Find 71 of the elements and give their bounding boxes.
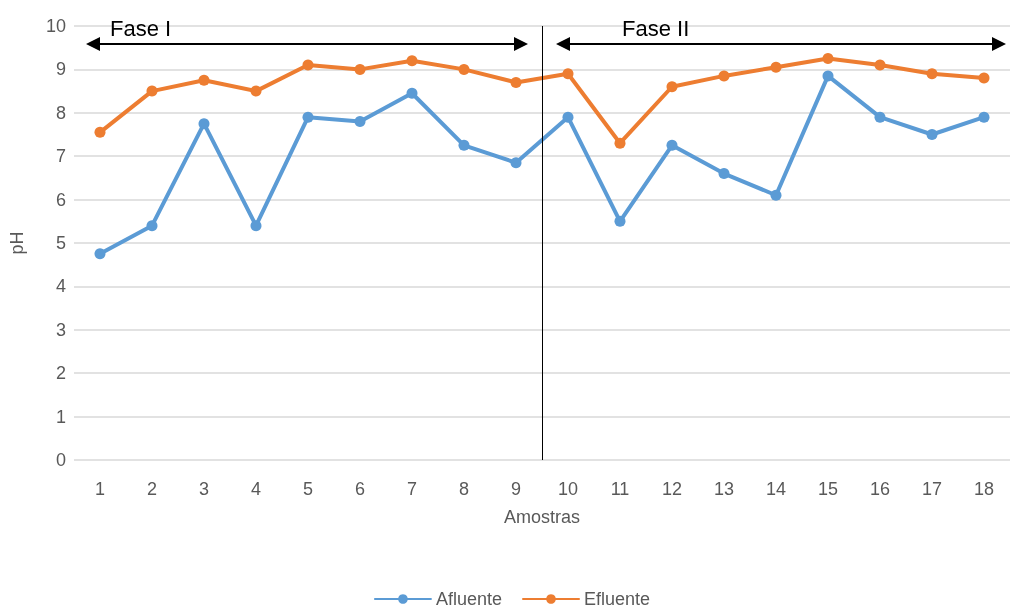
x-tick-label: 7 xyxy=(406,479,418,499)
point xyxy=(354,63,366,75)
point xyxy=(926,68,938,80)
x-tick-label: 15 xyxy=(817,479,839,499)
point xyxy=(978,72,990,84)
x-tick-label: 18 xyxy=(973,479,995,499)
point xyxy=(666,139,678,151)
point xyxy=(458,63,470,75)
y-tick-label: 3 xyxy=(55,319,66,340)
point xyxy=(250,85,262,97)
legend-label: Efluente xyxy=(584,589,651,609)
point xyxy=(94,248,106,260)
x-tick-label: 9 xyxy=(510,479,522,499)
y-tick-label: 1 xyxy=(55,406,66,427)
point xyxy=(822,53,834,65)
point xyxy=(770,189,782,201)
point xyxy=(874,59,886,71)
x-tick-label: 2 xyxy=(146,479,158,499)
x-tick-label: 14 xyxy=(765,479,787,499)
x-tick-label: 16 xyxy=(869,479,891,499)
point xyxy=(146,220,158,232)
y-tick-label: 7 xyxy=(55,146,66,167)
point xyxy=(510,76,522,88)
point xyxy=(770,61,782,73)
y-tick-label: 4 xyxy=(55,276,66,297)
point xyxy=(874,111,886,123)
point xyxy=(562,111,574,123)
point xyxy=(718,70,730,82)
point xyxy=(302,111,314,123)
annotation: Fase II xyxy=(622,16,690,41)
point xyxy=(510,157,522,169)
point xyxy=(406,55,418,67)
point xyxy=(250,220,262,232)
y-tick-label: 2 xyxy=(55,363,66,384)
x-tick-label: 12 xyxy=(661,479,683,499)
y-tick-label: 5 xyxy=(55,233,66,253)
point xyxy=(94,126,106,138)
x-tick-label: 4 xyxy=(250,479,262,499)
annotation: Fase I xyxy=(110,16,172,41)
point xyxy=(302,59,314,71)
point xyxy=(666,81,678,93)
x-tick-label: 13 xyxy=(713,479,735,499)
point xyxy=(718,168,730,180)
point xyxy=(614,137,626,149)
x-tick-label: 8 xyxy=(458,479,470,499)
x-tick-label: 1 xyxy=(94,479,106,499)
point xyxy=(822,70,834,82)
point xyxy=(562,68,574,80)
x-tick-label: 6 xyxy=(354,479,366,499)
y-tick-label: 9 xyxy=(55,59,66,80)
legend-label: Afluente xyxy=(435,589,503,609)
y-tick-label: 6 xyxy=(55,189,66,210)
point xyxy=(926,129,938,140)
x-tick-label: 11 xyxy=(610,479,630,499)
y-tick-label: 0 xyxy=(55,450,66,470)
y-tick-label: 10 xyxy=(45,16,66,36)
point xyxy=(406,87,418,99)
point xyxy=(458,139,470,151)
x-tick-label: 5 xyxy=(302,479,314,499)
y-axis-title: pH xyxy=(7,231,27,255)
point xyxy=(198,74,210,86)
point xyxy=(978,111,990,123)
y-tick-label: 8 xyxy=(55,102,66,123)
point xyxy=(354,115,366,127)
x-axis-title: Amostras xyxy=(503,507,581,527)
x-tick-label: 17 xyxy=(921,479,943,499)
x-tick-label: 10 xyxy=(557,479,579,499)
x-tick-label: 3 xyxy=(198,479,210,499)
point xyxy=(198,118,210,130)
point xyxy=(146,85,158,97)
point xyxy=(614,215,626,227)
